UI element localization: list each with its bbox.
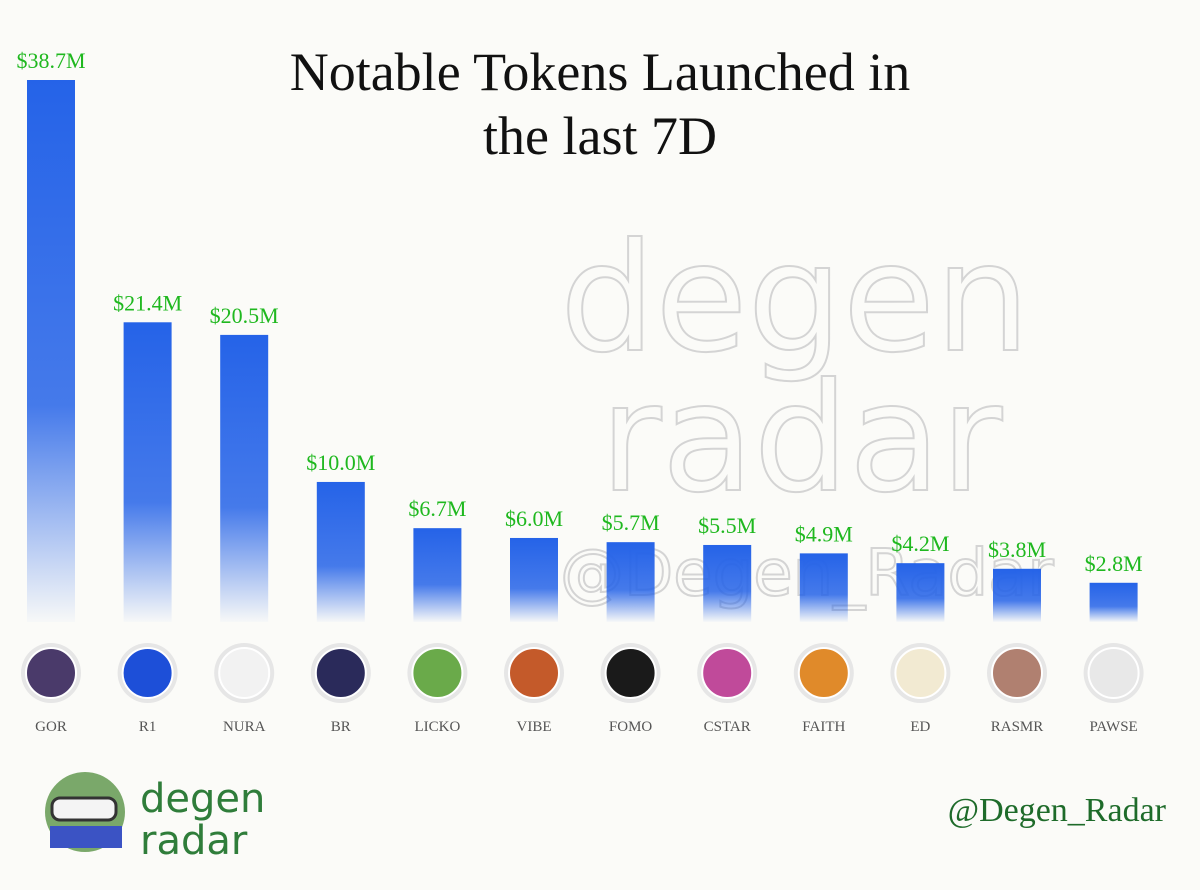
value-label: $4.9M bbox=[795, 521, 853, 546]
value-label: $5.7M bbox=[602, 510, 660, 535]
x-tick-label: BR bbox=[331, 719, 351, 735]
x-tick-label: R1 bbox=[139, 719, 157, 735]
token-icon bbox=[411, 647, 464, 699]
x-tick-label: RASMR bbox=[991, 719, 1044, 735]
bar bbox=[993, 568, 1041, 622]
x-tick-label: NURA bbox=[223, 719, 266, 735]
x-tick-label: PAWSE bbox=[1089, 719, 1137, 735]
logo-line: degen bbox=[140, 776, 266, 822]
footer-logo: degen radar bbox=[140, 778, 265, 862]
bar bbox=[27, 80, 75, 622]
bar bbox=[1089, 582, 1138, 622]
value-label: $2.8M bbox=[1085, 551, 1143, 576]
x-tick-label: CSTAR bbox=[704, 719, 751, 735]
x-tick-label: GOR bbox=[35, 719, 67, 735]
value-label: $3.8M bbox=[988, 537, 1046, 562]
chart-title: Notable Tokens Launched in the last 7D bbox=[289, 42, 911, 166]
x-tick-label: FAITH bbox=[802, 719, 845, 735]
watermark-line: radar bbox=[600, 352, 1003, 526]
bar bbox=[220, 334, 269, 622]
bar bbox=[606, 542, 655, 622]
token-icon bbox=[121, 647, 174, 699]
token-icon bbox=[604, 647, 657, 699]
value-label: $10.0M bbox=[306, 450, 375, 475]
token-icon bbox=[701, 647, 754, 699]
value-label: $5.5M bbox=[698, 513, 756, 538]
token-icon bbox=[1087, 647, 1140, 699]
token-icon bbox=[894, 647, 947, 699]
bar bbox=[896, 563, 945, 622]
x-tick-label: VIBE bbox=[517, 719, 552, 735]
value-label: $4.2M bbox=[891, 531, 949, 556]
bar bbox=[316, 481, 365, 622]
value-label: $20.5M bbox=[210, 303, 279, 328]
watermark-line: degen bbox=[560, 212, 1030, 386]
bar bbox=[510, 537, 558, 622]
bar bbox=[703, 544, 752, 622]
bar bbox=[799, 553, 848, 622]
token-icon bbox=[991, 647, 1043, 699]
value-label: $21.4M bbox=[113, 290, 182, 315]
x-tick-label: FOMO bbox=[609, 719, 653, 735]
value-label: $6.7M bbox=[408, 496, 466, 521]
x-tick-label: LICKO bbox=[414, 719, 460, 735]
value-label: $38.7M bbox=[16, 48, 85, 73]
bar bbox=[123, 322, 172, 622]
logo-line: radar bbox=[140, 818, 248, 864]
x-tick-label: ED bbox=[910, 719, 930, 735]
footer-logo-icon bbox=[45, 772, 125, 852]
token-icon bbox=[797, 647, 850, 699]
footer-handle: @Degen_Radar bbox=[947, 792, 1166, 829]
token-icon bbox=[218, 647, 271, 699]
bar bbox=[413, 528, 462, 622]
token-icon bbox=[314, 647, 367, 699]
token-icon bbox=[25, 647, 77, 699]
value-label: $6.0M bbox=[505, 506, 563, 531]
token-icon bbox=[508, 647, 560, 699]
